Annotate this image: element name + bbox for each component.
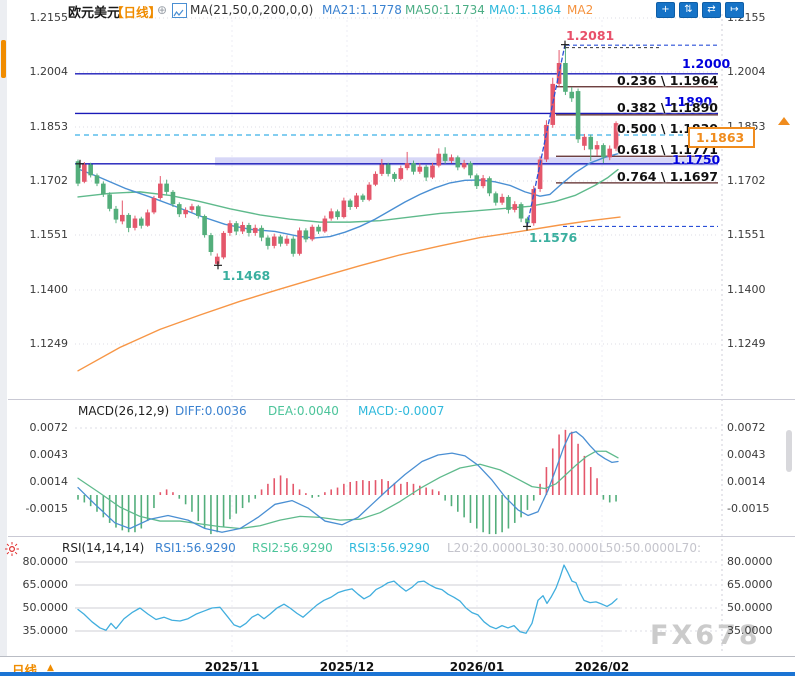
axis-label: 1.1702 (29, 174, 69, 187)
axis-label: 1.2004 (29, 65, 69, 78)
axis-label: 35.0000 (22, 624, 69, 637)
timeframe-up-arrow-icon[interactable]: ▲ (47, 663, 54, 673)
axis-label: 0.0072 (727, 421, 766, 434)
ma-settings-label: MA(21,50,0,200,0,0) (190, 3, 314, 17)
axis-scale-right-icon[interactable]: ⇄ (702, 2, 721, 18)
price-axis-right[interactable]: 1.21551.20041.18531.17021.15511.14001.12… (727, 0, 793, 676)
ma0-value: MA0:1.1864 (489, 3, 562, 17)
axis-label: 1.1400 (727, 283, 766, 296)
axis-label: 1.2155 (29, 11, 69, 24)
axis-label: 1.1249 (727, 337, 766, 350)
left-scrollbar[interactable] (0, 0, 7, 656)
axis-label: 1.1400 (29, 283, 69, 296)
price-axis-left: 1.2155 1.2004 1.1853 1.1702 1.1551 1.1400 1.12… (4, 0, 69, 676)
crosshair-move-icon[interactable]: + (656, 2, 675, 18)
swing-point-label: 1.2081 (566, 28, 615, 43)
axis-label: 35.0000 (727, 624, 773, 637)
chart-toolbar: + ⇅ ⇄ ↦ (656, 2, 744, 18)
axis-label: 1.1853 (29, 120, 69, 133)
timeframe-title[interactable]: 【日线】 (111, 5, 162, 20)
axis-label: 1.1249 (29, 337, 69, 350)
axis-label: 0.0072 (29, 421, 69, 434)
ma21-value: MA21:1.1778 (322, 3, 402, 17)
left-scrollbar-thumb[interactable] (1, 40, 6, 78)
fib-level-label: 0.764 \ 1.1697 (616, 169, 718, 184)
axis-label: -0.0015 (25, 502, 68, 515)
rsi2-value: RSI2:56.9290 (252, 541, 333, 555)
rsi-l70-label: L70: (675, 541, 701, 555)
fib-level-label: 0.236 \ 1.1964 (616, 73, 718, 88)
axis-label: 1.1551 (727, 228, 766, 241)
axis-scale-left-icon[interactable]: ⇅ (679, 2, 698, 18)
axis-label: 65.0000 (727, 578, 773, 591)
chart-type-icon[interactable] (172, 3, 187, 18)
ma200-value: MA2 (567, 3, 594, 17)
rsi-l50-label: L50:50.0000 (599, 541, 675, 555)
date-label: 2026/01 (449, 660, 505, 674)
rsi-l20-label: L20:20.0000 (447, 541, 523, 555)
axis-label: -0.0015 (727, 502, 770, 515)
axis-label: 1.2004 (727, 65, 766, 78)
swing-point-label: 1.1576 (529, 230, 578, 245)
rsi-title: RSI(14,14,14) (62, 541, 145, 555)
rsi-settings-icon[interactable] (4, 541, 20, 561)
ma50-value: MA50:1.1734 (405, 3, 485, 17)
axis-label: 65.0000 (22, 578, 69, 591)
macd-title: MACD(26,12,9) (78, 404, 170, 418)
watermark: FX678 (650, 620, 761, 651)
macd-hist-value: MACD:-0.0007 (358, 404, 445, 418)
rsi-l30-label: L30:30.0000 (523, 541, 599, 555)
macd-dea-value: DEA:0.0040 (268, 404, 339, 418)
price-up-arrow-icon (778, 117, 790, 125)
axis-label: 0.0043 (29, 448, 69, 461)
date-label: 2026/02 (574, 660, 630, 674)
axis-label: 50.0000 (22, 601, 69, 614)
axis-label: 1.1551 (29, 228, 69, 241)
axis-label: 0.0043 (727, 448, 766, 461)
date-label: 2025/12 (319, 660, 375, 674)
current-price-tag: 1.1863 (688, 127, 755, 148)
axis-label: 80.0000 (22, 555, 69, 568)
axis-label: 50.0000 (727, 601, 773, 614)
horizontal-line-label: 1.2000 (682, 56, 731, 71)
macd-diff-value: DIFF:0.0036 (175, 404, 247, 418)
date-label: 2025/11 (204, 660, 260, 674)
horizontal-line-label: 1.1890 (664, 94, 713, 109)
symbol-title: 欧元美元 (68, 6, 121, 21)
rsi1-value: RSI1:56.9290 (155, 541, 236, 555)
window-bottom-edge (0, 672, 795, 676)
add-indicator-icon[interactable]: ⊕ (157, 3, 168, 17)
swing-point-label: 1.1468 (222, 268, 271, 283)
axis-label: 0.0014 (727, 475, 766, 488)
rsi3-value: RSI3:56.9290 (349, 541, 430, 555)
pan-right-icon[interactable]: ↦ (725, 2, 744, 18)
fib-level-label: 0.382 \ 1.1890 (616, 100, 718, 115)
axis-label: 0.0014 (29, 475, 69, 488)
right-scrollbar-thumb[interactable] (786, 430, 792, 472)
axis-label: 1.1702 (727, 174, 766, 187)
fibonacci-labels: 0.236 \ 1.1964 0.382 \ 1.1890 0.500 \ 1.18… (540, 0, 718, 400)
axis-label: 80.0000 (727, 555, 773, 568)
